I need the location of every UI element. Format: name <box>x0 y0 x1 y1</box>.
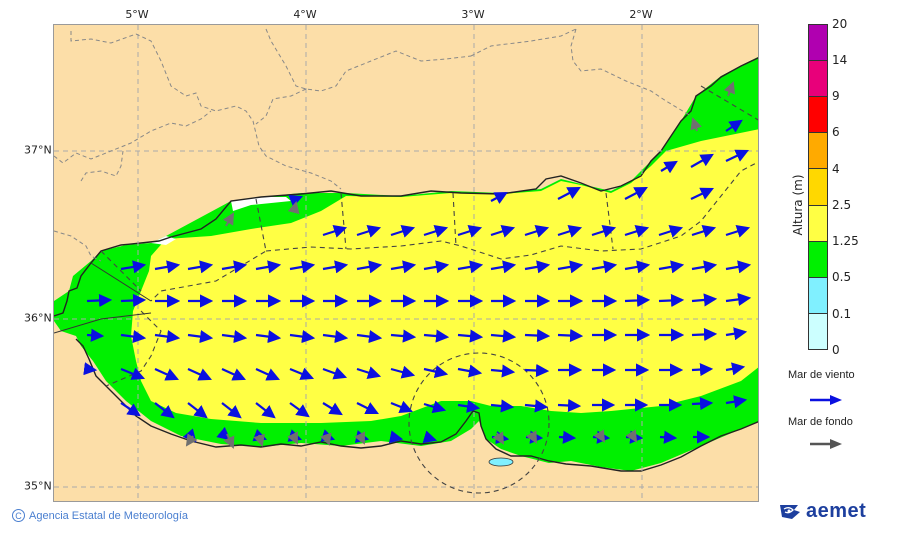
longitude-label-2w: 2°W <box>629 8 653 21</box>
longitude-label-4w: 4°W <box>293 8 317 21</box>
wind-sea-arrow-icon <box>810 395 842 405</box>
colorbar-segment-6-9 <box>809 97 827 134</box>
colorbar-segment-9-14 <box>809 61 827 98</box>
colorbar-tick: 0.1 <box>832 307 852 321</box>
lagoon <box>488 457 514 467</box>
colorbar-segment-2.5-4 <box>809 169 827 206</box>
coastline-spain <box>54 57 758 317</box>
colorbar-title: Altura (m) <box>791 174 805 236</box>
legend-swell-label: Mar de fondo <box>788 416 853 428</box>
colorbar-segment-1.25-2.5 <box>809 205 827 242</box>
maritime-zone-borders <box>100 85 758 494</box>
wind-sea-arrows <box>83 119 752 445</box>
colorbar-tick: 2.5 <box>832 198 852 212</box>
colorbar-segment-4-6 <box>809 133 827 170</box>
province-borders <box>54 28 692 262</box>
swell-arrow-icon <box>810 439 842 449</box>
longitude-label-5w: 5°W <box>125 8 149 21</box>
colorbar-tick: 0 <box>832 343 840 357</box>
colorbar-tick: 4 <box>832 162 840 176</box>
copyright-icon: C <box>12 509 25 522</box>
colorbar-tick: 14 <box>832 53 848 67</box>
copyright-text: Agencia Estatal de Meteorología <box>29 509 188 522</box>
copyright-notice: C Agencia Estatal de Meteorología <box>12 509 188 522</box>
latitude-label-36n: 36°N <box>24 311 52 325</box>
colorbar-tick: 0.5 <box>832 270 852 284</box>
sea-yellow-zone <box>131 129 758 423</box>
wave-height-colorbar <box>808 24 828 350</box>
colorbar-tick: 6 <box>832 125 840 139</box>
latitude-label-37n: 37°N <box>24 143 52 157</box>
wave-height-map[interactable] <box>53 24 759 502</box>
colorbar-tick: 1.25 <box>832 234 859 248</box>
colorbar-segment-0.5-1.25 <box>809 241 827 278</box>
colorbar-tick: 20 <box>832 17 848 31</box>
aemet-logo-icon <box>780 504 800 519</box>
map-canvas <box>54 25 758 501</box>
longitude-label-3w: 3°W <box>461 8 485 21</box>
colorbar-segment-14-20 <box>809 25 827 62</box>
swell-arrows <box>185 81 736 449</box>
latitude-label-35n: 35°N <box>24 479 52 493</box>
colorbar-segment-0.1-0.5 <box>809 277 827 314</box>
aemet-logo[interactable]: aemet <box>778 500 866 523</box>
aemet-logo-text: aemet <box>806 500 867 522</box>
colorbar-tick: 9 <box>832 89 840 103</box>
colorbar-segment-0-0.1 <box>809 313 827 349</box>
legend-wind-sea-label: Mar de viento <box>788 369 855 381</box>
